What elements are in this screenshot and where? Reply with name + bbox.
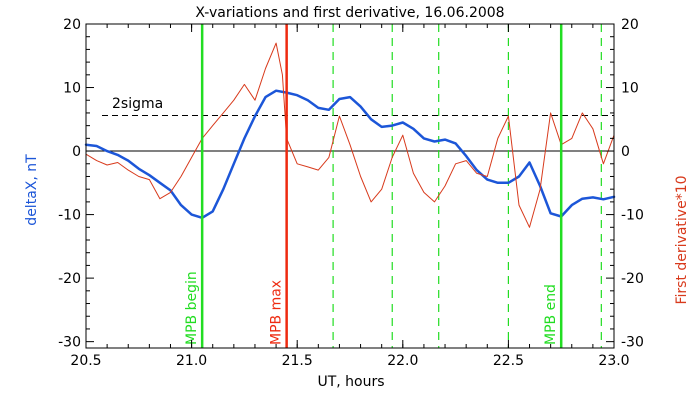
x-tick-label: 22.5 [493,353,524,369]
x-tick-label: 21.5 [282,353,313,369]
dashed-markers-layer [332,24,602,348]
ticks-layer: 20.5 21.0 21.5 22.0 22.5 23.0 20 20 10 10 0 0 -10 -10… [58,17,644,369]
y-tick-label-right: -10 [621,208,644,224]
y-tick-label-left: 0 [72,144,81,160]
series-line-deltaX [84,89,616,220]
x-tick-label: 22.0 [387,353,418,369]
marker-label-mpb-end: MPB end [543,284,559,345]
y-tick-label-left: -20 [58,271,81,287]
x-tick-label: 23.0 [598,353,629,369]
y-tick-label-right: 0 [621,144,630,160]
y-tick-label-left: -10 [58,208,81,224]
y-tick-label-right: -20 [621,271,644,287]
y-tick-label-left: -30 [58,335,81,351]
x-tick-label: 21.0 [176,353,207,369]
y-tick-label-right: 10 [621,81,639,97]
vertical-markers-layer: MPB begin MPB max MPB end [184,24,563,348]
marker-label-mpb-begin: MPB begin [184,271,200,345]
y-tick-label-right: -30 [621,335,644,351]
series-layer [84,42,616,228]
plot-frame-layer [85,23,615,349]
marker-label-mpb-max: MPB max [269,280,285,345]
y-tick-label-left: 10 [63,81,81,97]
plot-frame [85,23,615,349]
x-tick-label: 20.5 [70,353,101,369]
y-tick-label-right: 20 [621,17,639,33]
y-axis-label-right: First derivative*10 [674,175,690,304]
y-axis-label-left: deltaX, nT [24,154,40,226]
chart-title: X-variations and first derivative, 16.06… [195,5,504,21]
x-axis-label: UT, hours [317,374,384,390]
y-tick-label-left: 20 [63,17,81,33]
threshold-label: 2sigma [112,96,163,112]
series-line-derivative [85,42,615,228]
